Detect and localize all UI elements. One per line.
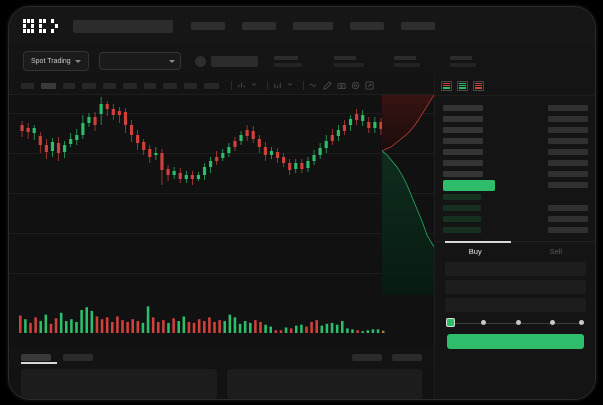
volume-histogram [9,295,434,347]
stat-high-low [393,55,420,67]
gridline [9,193,434,194]
active-tab-underline [21,362,57,364]
gridline [9,273,434,274]
slider-stop-25[interactable] [481,320,487,325]
ask-row-1[interactable] [443,102,588,113]
orderbook-bids-icon[interactable] [457,81,468,91]
depth-overlay-chart [382,95,434,295]
trading-mode-button[interactable]: Spot Trading [23,51,89,71]
ask-row-4[interactable] [443,135,588,146]
nav-item-3[interactable] [293,22,333,30]
global-search-input[interactable] [73,19,173,33]
bid-depth-line [382,150,434,248]
interval-1[interactable] [21,82,34,89]
okx-logo[interactable] [23,19,59,33]
active-order-tab-underline [445,241,511,243]
ask-row-6[interactable] [443,157,588,168]
gridline [9,113,434,114]
chevron-down-icon [168,59,175,63]
bid-row-4[interactable] [443,224,588,235]
pair-name-placeholder [210,55,258,67]
pencil-icon[interactable] [323,81,332,90]
bid-row-2[interactable] [443,202,588,213]
camera-icon[interactable] [337,81,346,90]
bid-row-3[interactable] [443,213,588,224]
ask-row-3[interactable] [443,124,588,135]
interval-8[interactable] [163,82,177,89]
top-navigation-bar [9,7,595,45]
ask-depth-line [382,95,434,152]
chart-type-icon[interactable] [237,81,246,90]
volume-series [19,306,385,333]
bottom-tab-bar [9,347,434,367]
ask-row-5[interactable] [443,146,588,157]
trading-mode-label: Spot Trading [31,57,71,65]
slider-stop-0[interactable] [447,319,454,326]
app-screen: Spot Trading [9,7,595,399]
toolbar-divider [231,81,232,90]
nav-item-5[interactable] [401,22,435,30]
gridline [9,233,434,234]
bottom-action-2[interactable] [392,353,422,361]
orderbook-asks-icon[interactable] [473,81,484,91]
order-price-field[interactable] [445,262,586,276]
trading-pair-select[interactable] [98,52,181,70]
slider-stop-75[interactable] [549,320,555,325]
slider-stop-100[interactable] [579,320,584,325]
interval-2[interactable] [41,82,56,89]
bottom-tab-order-history[interactable] [63,353,93,361]
settings-icon[interactable] [351,81,360,90]
order-total-field[interactable] [445,298,586,312]
chevron-down-icon [74,59,81,63]
interval-6[interactable] [123,82,137,89]
toolbar-divider [303,81,304,90]
nav-item-2[interactable] [242,22,276,30]
amount-percent-slider[interactable] [447,319,584,327]
coin-avatar [194,55,206,67]
indicators-icon[interactable] [273,81,282,90]
interval-5[interactable] [103,82,116,89]
orderbook-layout-toggles [435,77,595,96]
interval-3[interactable] [63,82,75,89]
bottom-action-1[interactable] [352,353,382,361]
ask-row-7[interactable] [443,168,588,179]
wave-line-icon[interactable] [309,81,318,90]
orderbook-both-icon[interactable] [441,81,452,91]
tablet-device-frame: Spot Trading [8,6,596,400]
bottom-content-panels [9,369,434,399]
chevron-down-icon[interactable] [251,81,257,90]
order-form: Buy Sell [435,241,595,349]
bottom-tab-open-orders[interactable] [21,353,51,361]
interval-10[interactable] [204,82,219,89]
stat-last-price [273,55,302,67]
toolbar-divider [267,81,268,90]
order-amount-field[interactable] [445,280,586,294]
nav-item-4[interactable] [350,22,384,30]
chevron-down-icon[interactable] [287,81,293,90]
stat-change [333,55,364,67]
orderbook-and-order-panel: Buy Sell [434,77,595,399]
interval-7[interactable] [144,82,156,89]
interval-4[interactable] [82,82,96,89]
last-traded-price[interactable] [443,179,588,191]
tab-buy[interactable]: Buy [468,247,482,256]
nav-item-1[interactable] [191,22,225,30]
slider-stop-50[interactable] [515,320,521,325]
market-ticker-bar: Spot Trading [9,45,595,77]
tab-sell[interactable]: Sell [549,247,562,256]
interval-9[interactable] [184,82,197,89]
ask-row-2[interactable] [443,113,588,124]
chart-toolbar [9,77,434,95]
fullscreen-icon[interactable] [365,81,374,90]
place-buy-order-button[interactable] [447,334,584,349]
stat-volume [449,55,476,67]
candle-series [20,97,383,185]
bottom-panel-left[interactable] [21,369,217,399]
bid-row-1[interactable] [443,191,588,202]
candlestick-chart[interactable] [9,95,434,295]
bottom-panel-right[interactable] [226,369,422,399]
orderbook-rows [435,102,595,235]
